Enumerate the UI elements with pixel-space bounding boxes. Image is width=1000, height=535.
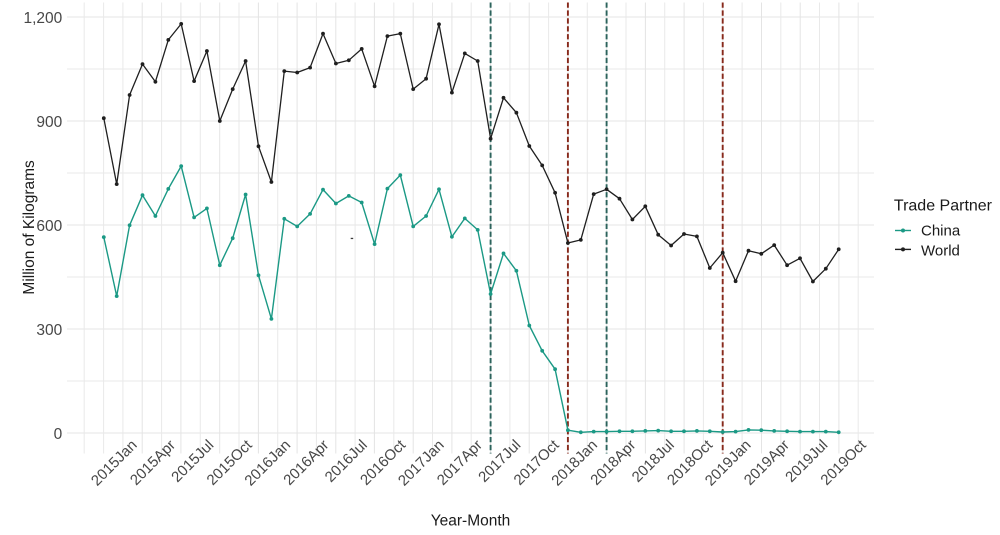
svg-text:World: World [921,242,960,259]
svg-text:Trade Partner: Trade Partner [894,198,993,215]
svg-text:300: 300 [36,322,62,339]
svg-text:0: 0 [54,426,63,443]
svg-text:Year-Month: Year-Month [431,512,511,529]
svg-text:600: 600 [36,218,62,235]
svg-text:Million of Kilograms: Million of Kilograms [21,160,38,295]
svg-text:900: 900 [36,114,62,131]
svg-text:1,200: 1,200 [24,10,63,27]
svg-text:China: China [921,223,961,240]
